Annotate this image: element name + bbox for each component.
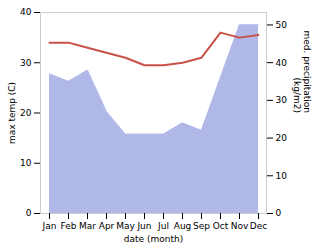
svg-text:0: 0: [276, 208, 282, 218]
svg-text:Sep: Sep: [193, 221, 210, 231]
svg-text:max temp (C): max temp (C): [7, 82, 17, 144]
svg-text:Nov: Nov: [231, 221, 249, 231]
svg-text:May: May: [116, 221, 135, 231]
svg-text:Feb: Feb: [61, 221, 77, 231]
svg-text:10: 10: [20, 158, 32, 168]
svg-text:50: 50: [276, 20, 288, 30]
svg-text:20: 20: [20, 108, 32, 118]
svg-text:Oct: Oct: [213, 221, 229, 231]
svg-text:10: 10: [276, 171, 288, 181]
svg-text:Jun: Jun: [136, 221, 151, 231]
svg-text:date (month): date (month): [124, 234, 183, 244]
svg-text:40: 40: [20, 7, 32, 17]
svg-text:Apr: Apr: [99, 221, 115, 231]
svg-text:Dec: Dec: [250, 221, 267, 231]
svg-text:Mar: Mar: [79, 221, 96, 231]
svg-text:40: 40: [276, 58, 288, 68]
svg-text:20: 20: [276, 133, 288, 143]
svg-text:Jan: Jan: [42, 221, 57, 231]
svg-text:30: 30: [276, 95, 288, 105]
svg-text:Aug: Aug: [174, 221, 192, 231]
svg-text:30: 30: [20, 58, 32, 68]
svg-text:0: 0: [26, 208, 32, 218]
svg-text:med. precipitation(kg/m2): med. precipitation(kg/m2): [292, 31, 312, 113]
svg-text:Jul: Jul: [157, 221, 169, 231]
